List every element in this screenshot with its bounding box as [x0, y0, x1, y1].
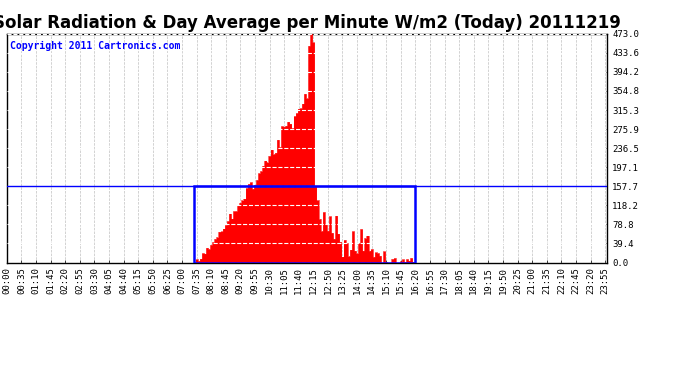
Title: Solar Radiation & Day Average per Minute W/m2 (Today) 20111219: Solar Radiation & Day Average per Minute…: [0, 14, 621, 32]
Text: Copyright 2011 Cartronics.com: Copyright 2011 Cartronics.com: [10, 40, 180, 51]
Bar: [195, 186, 415, 262]
